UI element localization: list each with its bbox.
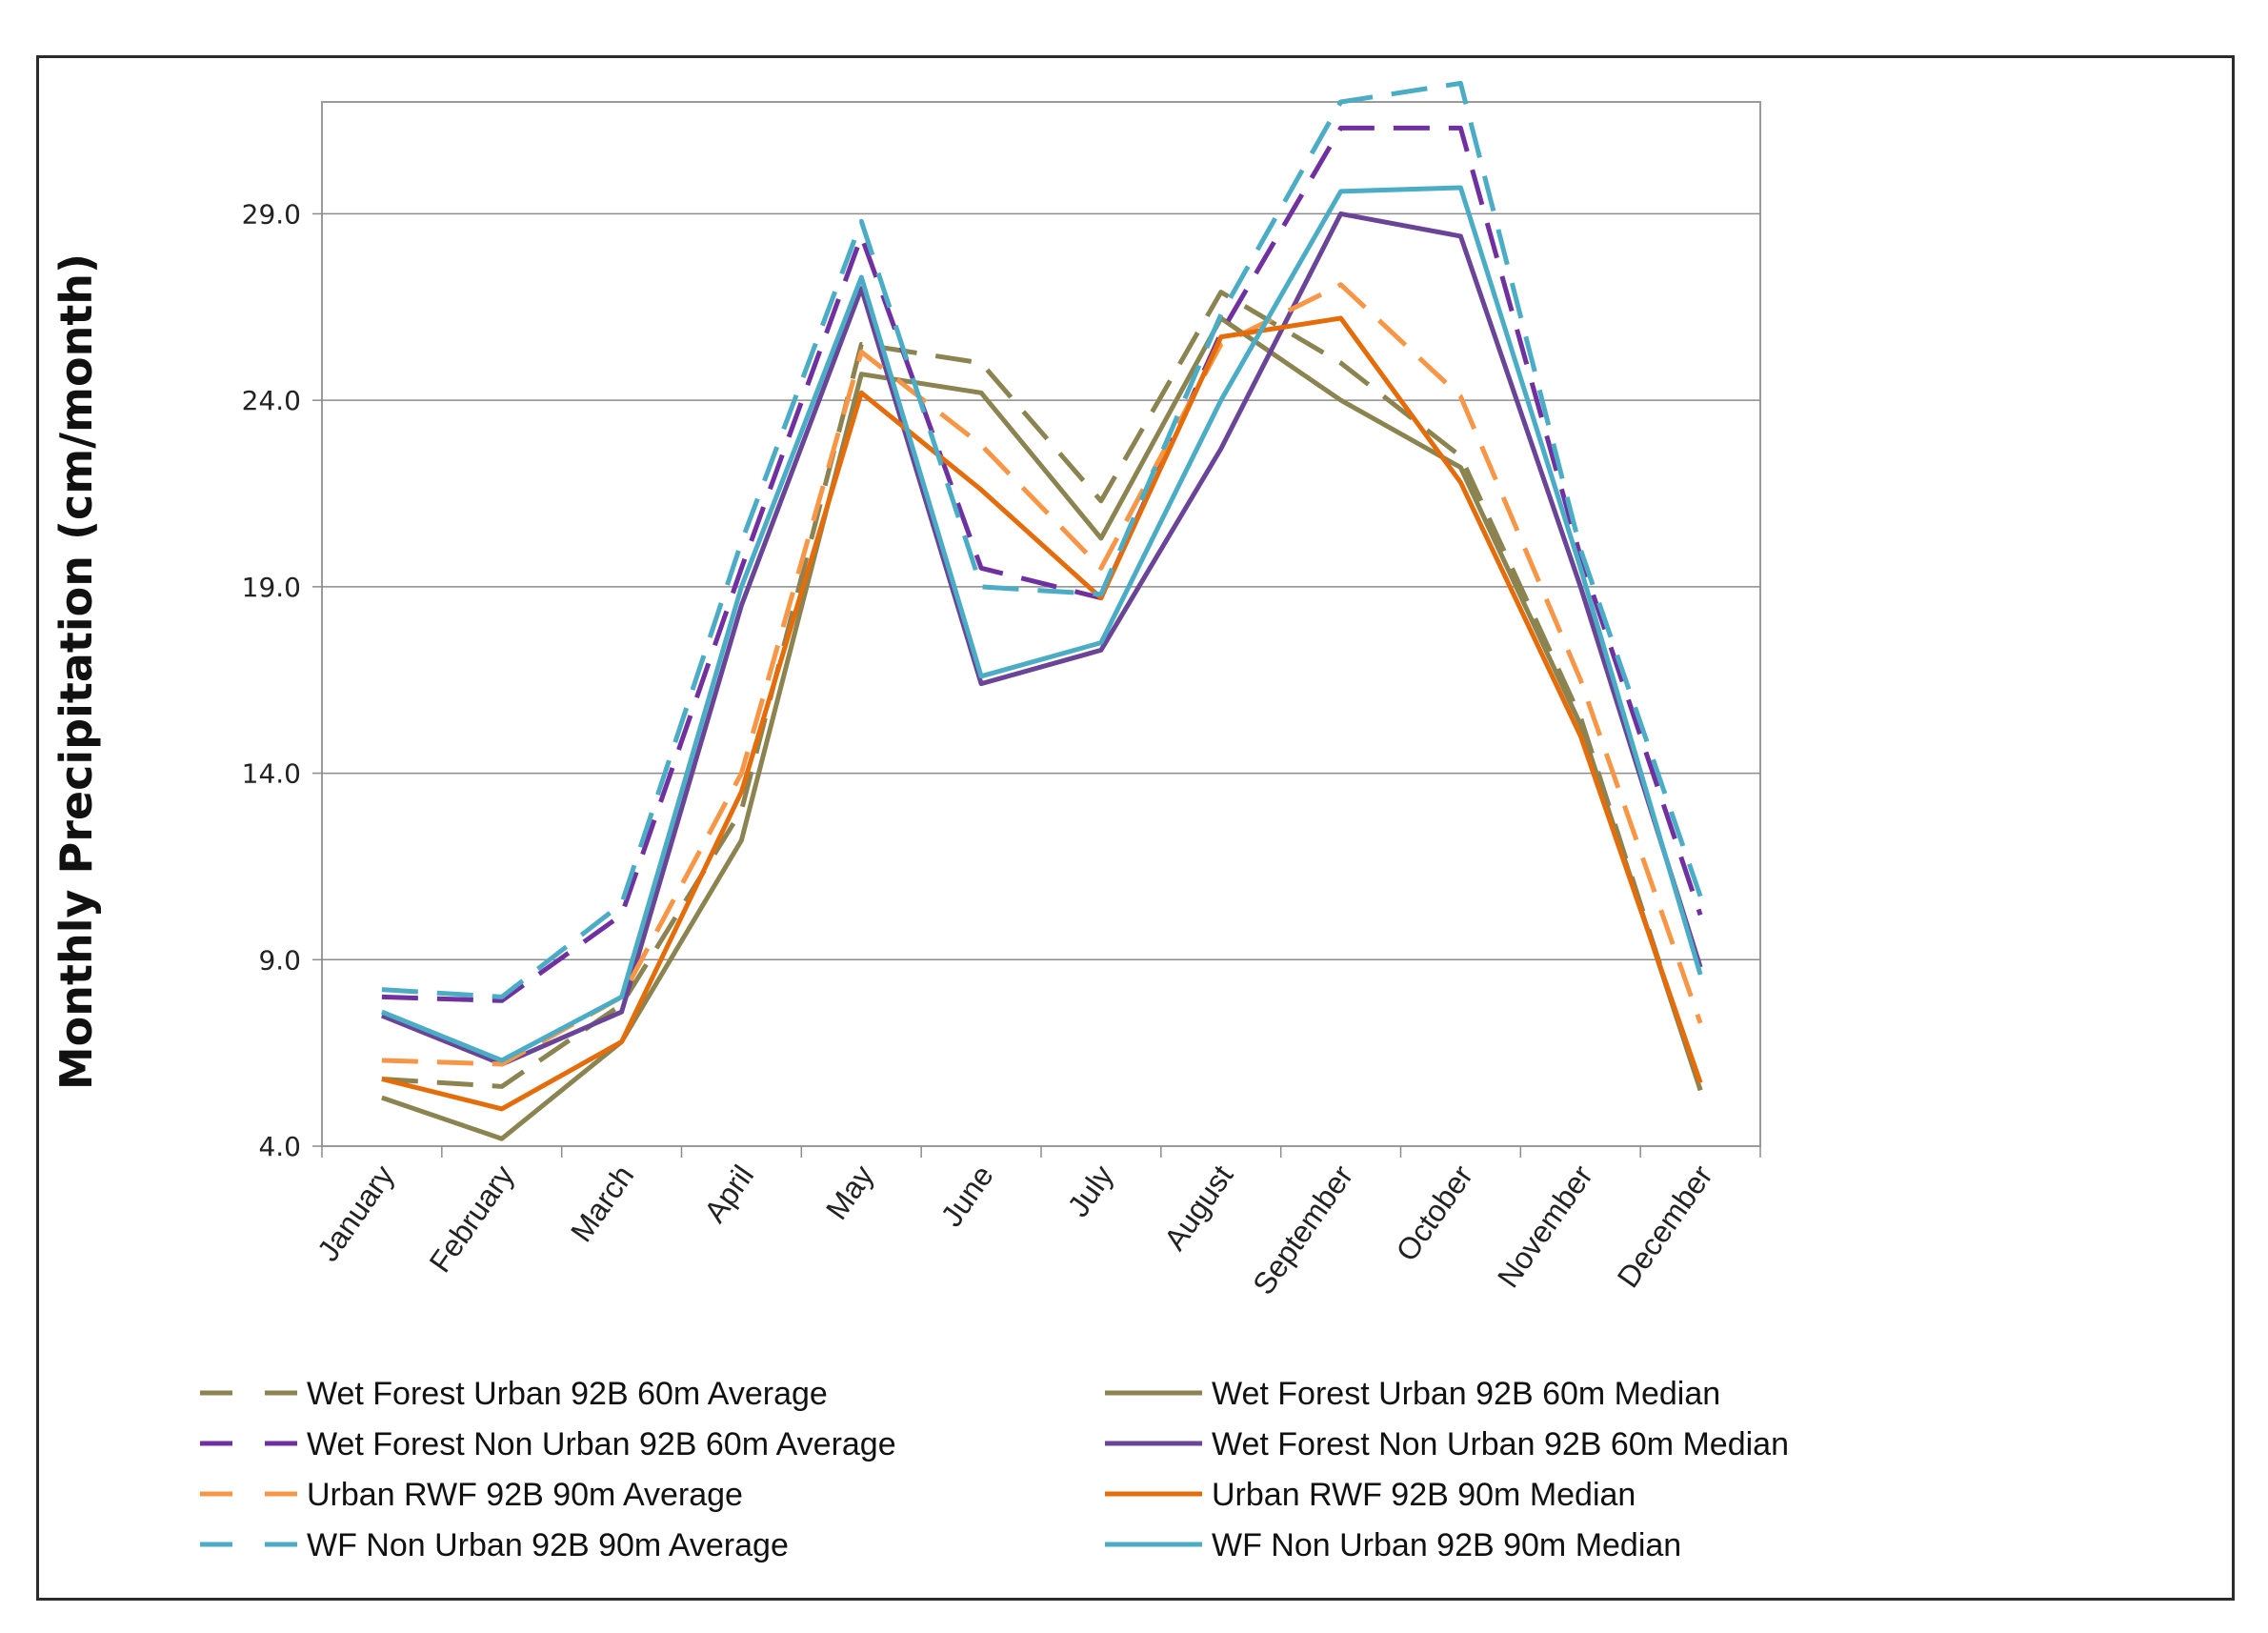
y-axis-ticks: 4.0 9.0 14.0 19.0 24.0 29.0 [242, 198, 322, 1162]
y-axis-label: Monthly Precipitation (cm/month) [50, 253, 102, 1090]
x-tick-label: May [819, 1159, 880, 1225]
legend: Wet Forest Urban 92B 60m Average Wet Fore… [200, 1376, 1789, 1563]
legend-label: WF Non Urban 92B 90m Median [1212, 1527, 1681, 1563]
x-tick-label: April [697, 1159, 760, 1228]
legend-label: Urban RWF 92B 90m Median [1212, 1477, 1636, 1513]
x-tick-label: August [1157, 1159, 1240, 1256]
x-tick-label: June [934, 1159, 1000, 1232]
series-line [380, 211, 1703, 1067]
x-tick-label: November [1491, 1159, 1599, 1294]
series-line [381, 125, 1703, 1003]
y-tick-label: 19.0 [242, 572, 301, 603]
legend-label: Wet Forest Non Urban 92B 60m Average [307, 1426, 896, 1462]
x-tick-label: September [1246, 1159, 1359, 1300]
legend-label: Wet Forest Non Urban 92B 60m Median [1212, 1426, 1789, 1462]
y-tick-label: 14.0 [242, 758, 301, 790]
legend-label: Urban RWF 92B 90m Average [307, 1477, 743, 1513]
x-tick-label: March [564, 1159, 640, 1247]
x-tick-label: July [1061, 1159, 1120, 1222]
legend-label: Wet Forest Urban 92B 60m Average [307, 1376, 828, 1412]
series-line [380, 185, 1703, 1063]
x-tick-label: January [311, 1159, 401, 1267]
series-line [381, 315, 1703, 1112]
y-tick-label: 9.0 [258, 944, 301, 976]
y-tick-label: 29.0 [242, 198, 301, 230]
y-tick-label: 24.0 [242, 385, 301, 416]
x-tick-label: October [1389, 1159, 1479, 1267]
x-axis-ticks: January February March April May June July Augu… [311, 1146, 1761, 1300]
x-tick-label: February [423, 1159, 521, 1279]
series-line [381, 80, 1703, 999]
plot-area [321, 101, 1761, 1147]
x-tick-label: December [1611, 1159, 1719, 1294]
legend-label: WF Non Urban 92B 90m Average [307, 1527, 789, 1563]
y-tick-label: 4.0 [258, 1131, 301, 1162]
series-line [381, 315, 1703, 1141]
series-lines [380, 80, 1703, 1141]
legend-label: Wet Forest Urban 92B 60m Median [1212, 1376, 1720, 1412]
